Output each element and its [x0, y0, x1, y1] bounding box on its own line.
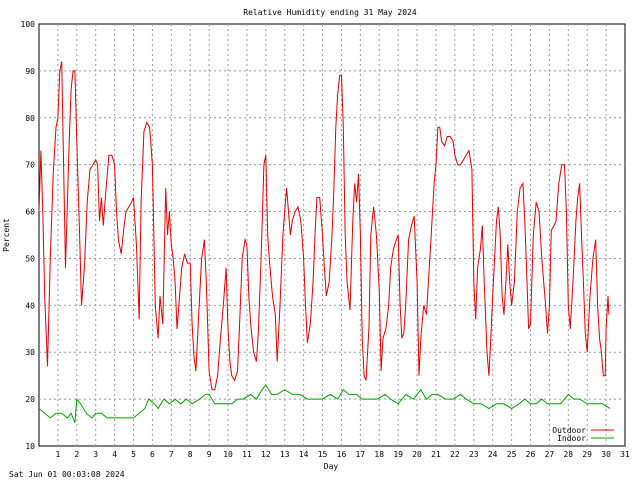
- x-tick-label: 4: [112, 450, 117, 459]
- y-tick-label: 50: [25, 254, 35, 263]
- x-tick-label: 19: [393, 450, 403, 459]
- y-tick-label: 10: [25, 442, 35, 451]
- x-tick-label: 10: [223, 450, 233, 459]
- y-tick-label: 60: [25, 208, 35, 217]
- x-tick-label: 23: [469, 450, 479, 459]
- x-tick-label: 5: [131, 450, 136, 459]
- x-tick-label: 26: [526, 450, 536, 459]
- chart-title: Relative Humidity ending 31 May 2024: [243, 8, 417, 17]
- x-tick-label: 1: [55, 450, 60, 459]
- x-tick-label: 13: [280, 450, 290, 459]
- x-tick-label: 2: [74, 450, 79, 459]
- x-tick-label: 18: [374, 450, 384, 459]
- legend-label-outdoor: Outdoor: [552, 426, 586, 435]
- x-tick-label: 27: [545, 450, 555, 459]
- x-tick-label: 8: [188, 450, 193, 459]
- x-tick-label: 9: [207, 450, 212, 459]
- x-tick-label: 3: [93, 450, 98, 459]
- x-tick-label: 20: [412, 450, 422, 459]
- x-tick-label: 17: [356, 450, 366, 459]
- x-tick-label: 16: [337, 450, 347, 459]
- x-tick-label: 25: [507, 450, 517, 459]
- y-axis-ticks: 10 20 30 40 50 60 70 80 90 100: [21, 20, 36, 451]
- x-tick-label: 11: [242, 450, 252, 459]
- x-tick-label: 15: [318, 450, 328, 459]
- x-tick-label: 24: [488, 450, 498, 459]
- y-tick-label: 70: [25, 161, 35, 170]
- x-tick-label: 29: [582, 450, 592, 459]
- x-tick-label: 22: [450, 450, 460, 459]
- series-line-outdoor: [38, 61, 610, 391]
- series-lines: [38, 61, 611, 423]
- y-tick-label: 30: [25, 348, 35, 357]
- timestamp-footer: Sat Jun 01 00:03:08 2024: [9, 470, 125, 479]
- y-tick-label: 100: [21, 20, 36, 29]
- x-tick-label: 6: [150, 450, 155, 459]
- y-tick-label: 80: [25, 114, 35, 123]
- x-tick-label: 31: [620, 450, 630, 459]
- x-tick-label: 14: [299, 450, 309, 459]
- x-tick-label: 21: [431, 450, 441, 459]
- y-axis-label: Percent: [2, 218, 11, 252]
- x-tick-label: 12: [261, 450, 271, 459]
- x-tick-label: 30: [601, 450, 611, 459]
- x-axis-label: Day: [324, 462, 339, 471]
- series-line-indoor: [38, 384, 611, 423]
- y-tick-label: 20: [25, 395, 35, 404]
- y-tick-label: 40: [25, 301, 35, 310]
- legend-label-indoor: Indoor: [557, 434, 586, 443]
- y-tick-label: 90: [25, 67, 35, 76]
- x-tick-label: 7: [169, 450, 174, 459]
- x-axis-ticks: 1 2 3 4 5 6 7 8 9 10 11 12 13 14 15 16 17 18 19 20 21 22 23 24 2…: [55, 450, 630, 459]
- x-tick-label: 28: [563, 450, 573, 459]
